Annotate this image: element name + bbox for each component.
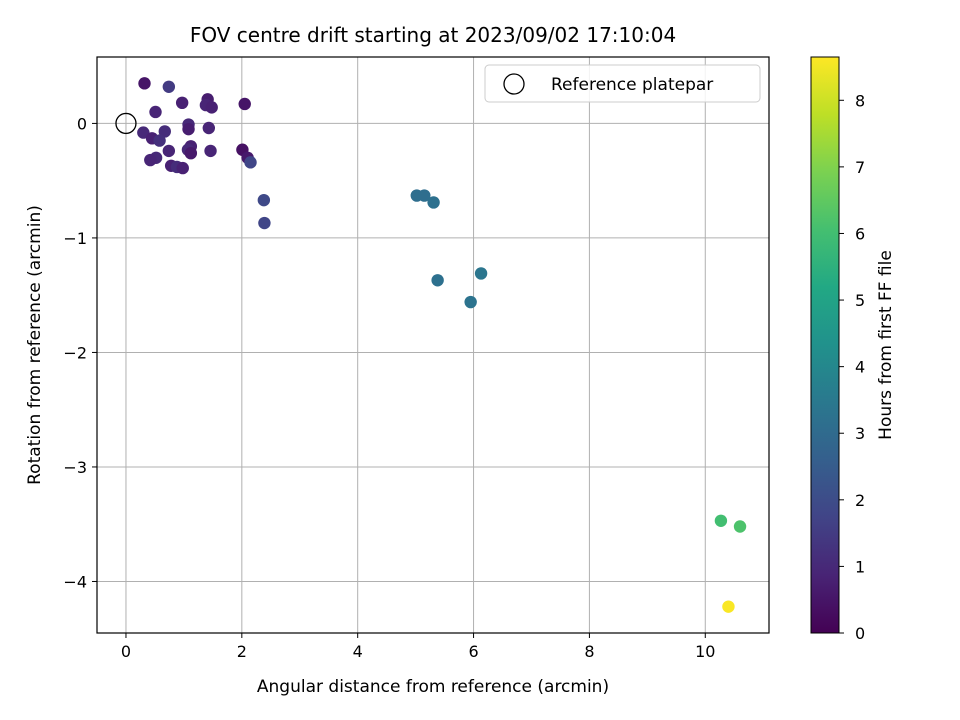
legend-entry-reference: Reference platepar [551,75,713,95]
data-point [153,134,166,147]
colorbar-tick-label: 1 [855,557,865,576]
legend-reference-marker [503,73,525,95]
colorbar-tick-label: 6 [855,224,865,243]
data-point [431,274,444,287]
data-point [714,514,728,527]
data-point [149,105,162,119]
colorbar-tick-label: 7 [855,158,865,177]
data-point [176,161,189,175]
data-point [258,216,271,230]
data-point [138,77,151,90]
chart-title: FOV centre drift starting at 2023/09/02 … [190,23,676,47]
colorbar: 0 1 2 3 4 5 6 7 8 Hours from first FF file [810,56,896,643]
data-point [722,600,735,613]
reference-platepar-marker [115,112,137,135]
x-tick-label: 0 [121,642,131,661]
x-tick-label: 4 [353,642,363,661]
data-point [464,295,477,309]
data-point [162,80,176,93]
data-point [204,144,217,158]
colorbar-tick-label: 8 [855,91,865,110]
data-point [144,153,157,167]
data-point [162,144,176,158]
data-point [175,96,189,110]
colorbar-ticks: 0 1 2 3 4 5 6 7 8 [839,91,865,643]
colorbar-tick-label: 2 [855,491,865,510]
y-tick-label: −4 [63,572,87,591]
data-point [257,193,271,207]
data-point [418,189,431,202]
colorbar-tick-label: 3 [855,424,865,443]
data-point [238,97,251,111]
y-axis-label: Rotation from reference (arcmin) [25,205,45,485]
y-tick-label: −3 [63,458,87,477]
y-tick-label: 0 [77,114,87,133]
colorbar-tick-label: 5 [855,291,865,310]
colorbar-gradient [810,56,840,634]
data-point [474,267,488,280]
plot-area [97,57,769,633]
y-tick-label: −1 [63,229,87,248]
data-point [158,125,171,138]
data-point [182,122,195,136]
colorbar-label: Hours from first FF file [876,250,896,440]
data-point [205,101,218,114]
data-point [244,156,257,169]
colorbar-tick-label: 0 [855,624,865,643]
legend-box [484,64,761,103]
x-tick-label: 8 [584,642,594,661]
y-tick-label: −2 [63,343,87,362]
plot-frame [96,56,770,634]
colorbar-tick-label: 4 [855,358,865,377]
data-point [733,520,747,533]
x-tick-label: 2 [237,642,247,661]
x-axis-ticks: 0 2 4 6 8 10 [121,633,715,661]
data-point [184,146,198,160]
x-tick-label: 6 [468,642,478,661]
axes-border [96,56,770,634]
y-axis-ticks: 0 −1 −2 −3 −4 [63,114,97,591]
legend: Reference platepar [484,64,761,103]
plot-background [97,57,769,633]
data-points [115,77,747,613]
data-point [202,121,216,135]
data-point [427,196,440,209]
x-tick-label: 10 [695,642,715,661]
x-axis-label: Angular distance from reference (arcmin) [257,677,609,697]
